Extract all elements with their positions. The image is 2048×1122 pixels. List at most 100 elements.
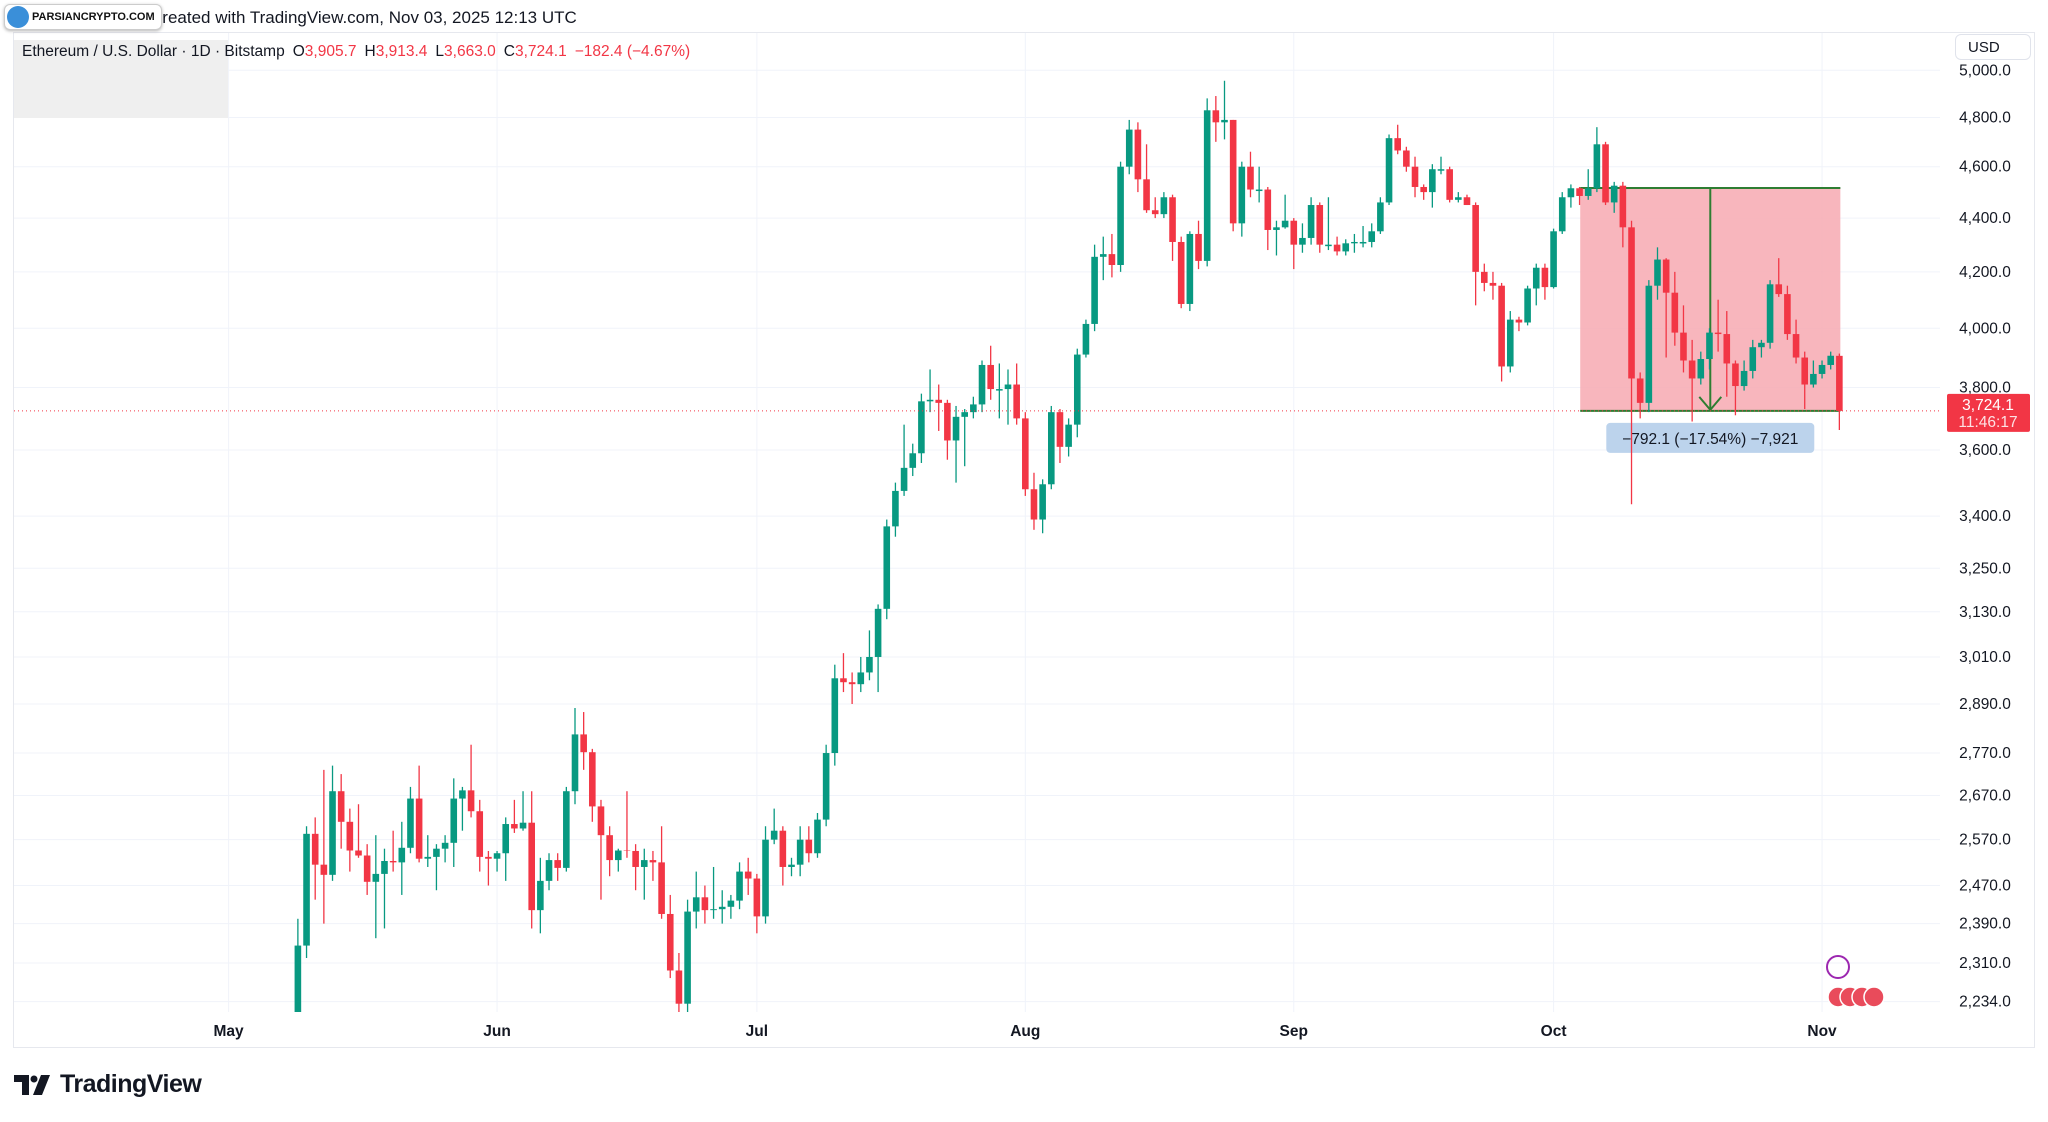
- candle-body: [1195, 233, 1202, 261]
- price-tick-label: 3,250.0: [1959, 560, 2011, 577]
- candle-body: [1714, 332, 1722, 335]
- candle-body: [1082, 323, 1090, 355]
- candle-body: [1481, 271, 1488, 283]
- candle: [554, 853, 561, 881]
- candle-body: [615, 850, 622, 861]
- time-axis[interactable]: May Jun Jul Aug Sep Oct Nov: [214, 1023, 1838, 1040]
- candle-body: [640, 860, 648, 867]
- candle-body: [433, 848, 440, 857]
- candle-body: [1706, 332, 1713, 360]
- candle-body: [363, 855, 371, 882]
- candle-body: [918, 401, 925, 454]
- candle-body: [987, 364, 994, 390]
- candle: [1065, 418, 1072, 457]
- candle-body: [1740, 370, 1748, 387]
- candle: [1688, 339, 1696, 422]
- price-tick-label: 2,890.0: [1959, 696, 2011, 713]
- candle-body: [1056, 412, 1064, 447]
- candle: [398, 821, 406, 895]
- event-icons[interactable]: [1826, 955, 1885, 1008]
- candle: [1333, 236, 1341, 256]
- candle: [1714, 299, 1722, 352]
- candle-body: [355, 850, 362, 856]
- candle-body: [1247, 166, 1254, 190]
- candle-body: [1472, 205, 1479, 272]
- flag-icon[interactable]: [1863, 986, 1885, 1008]
- candle-body: [1818, 364, 1826, 374]
- candle: [649, 850, 657, 881]
- candle-body: [1099, 254, 1107, 257]
- candle: [1550, 228, 1557, 289]
- candle: [606, 826, 613, 877]
- lightning-icon[interactable]: [1826, 955, 1850, 979]
- candle: [1420, 184, 1427, 200]
- candle: [1125, 119, 1133, 175]
- candle-body: [1758, 342, 1765, 348]
- candle: [1004, 369, 1012, 425]
- candle: [441, 835, 449, 863]
- candle: [1143, 144, 1150, 213]
- candle-body: [1351, 241, 1358, 244]
- candle: [1801, 351, 1809, 410]
- candle: [1368, 223, 1376, 248]
- candle: [926, 369, 934, 413]
- last-price-value: 3,724.1: [1962, 397, 2014, 414]
- candle-body: [1455, 197, 1462, 200]
- candle-body: [996, 389, 1003, 391]
- candle-body: [874, 608, 882, 657]
- candle-body: [528, 822, 535, 911]
- candle-body: [848, 682, 856, 685]
- symbol-name[interactable]: Ethereum / U.S. Dollar · 1D · Bitstamp: [22, 43, 285, 60]
- candle: [1584, 169, 1592, 200]
- candle-body: [1143, 179, 1150, 211]
- candle-body: [415, 798, 423, 859]
- candle-body: [1654, 259, 1661, 286]
- candle-body: [796, 839, 804, 865]
- candle-body: [1048, 412, 1055, 485]
- candle: [692, 871, 700, 929]
- candle: [528, 791, 535, 929]
- candle: [1099, 236, 1107, 281]
- candle-body: [1584, 188, 1592, 196]
- candle-body: [1723, 334, 1731, 364]
- candle: [329, 765, 336, 881]
- candle: [1056, 409, 1064, 463]
- candle: [1022, 412, 1029, 496]
- ohlc-open: O3,905.7: [292, 43, 357, 60]
- candle: [1377, 197, 1384, 234]
- price-change: −182.4 (−4.67%): [574, 43, 691, 60]
- candle: [1013, 363, 1020, 425]
- time-tick-label: Jul: [746, 1023, 768, 1040]
- candle: [372, 835, 380, 939]
- candle: [727, 894, 735, 919]
- candle: [1628, 220, 1635, 505]
- candle: [415, 765, 423, 863]
- candle: [805, 826, 813, 863]
- candle: [1740, 360, 1748, 391]
- candle: [970, 396, 977, 419]
- candle-body: [493, 853, 501, 859]
- candle: [1541, 263, 1549, 300]
- candle: [545, 853, 553, 891]
- arrow-down-icon: [1698, 396, 1723, 412]
- candle: [658, 826, 665, 919]
- candle: [1749, 339, 1757, 379]
- candle: [303, 826, 310, 958]
- tradingview-logo[interactable]: TradingView: [14, 1070, 202, 1099]
- candle: [1325, 197, 1332, 251]
- candle: [857, 656, 865, 693]
- candle-body: [788, 864, 795, 867]
- currency-button[interactable]: USD: [1955, 34, 2031, 60]
- candle-body: [684, 911, 691, 1004]
- candle: [944, 399, 951, 460]
- price-tick-label: 3,010.0: [1959, 649, 2011, 666]
- ohlc-low: L3,663.0: [435, 43, 496, 60]
- price-tick-label: 2,310.0: [1959, 955, 2011, 972]
- candle: [1117, 161, 1124, 272]
- candle: [1723, 311, 1731, 397]
- candle: [874, 604, 882, 693]
- candle: [597, 799, 605, 900]
- candle: [381, 848, 388, 929]
- price-axis[interactable]: 5,000.0 4,800.0 4,600.0 4,400.0 4,200.0 4,000…: [1959, 62, 2011, 1010]
